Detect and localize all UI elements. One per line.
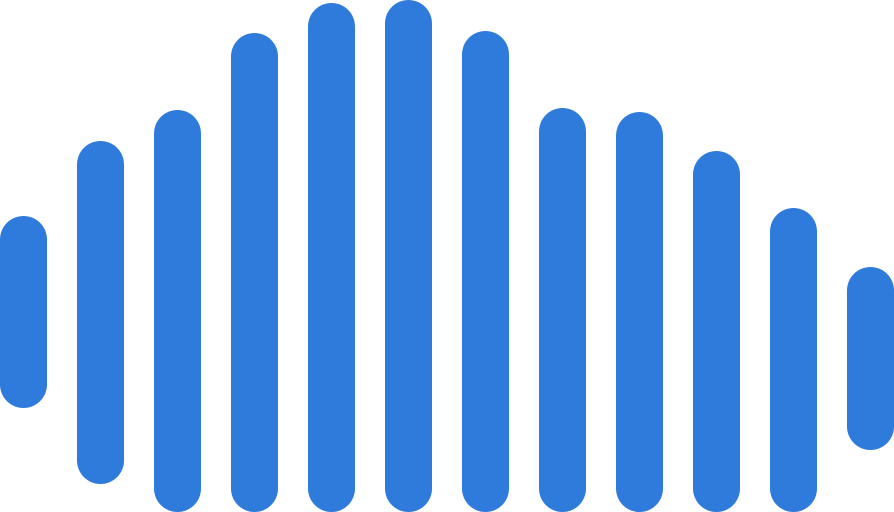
wave-bar xyxy=(308,3,355,512)
wave-bar xyxy=(770,208,817,512)
wave-bar xyxy=(154,110,201,512)
wave-bar xyxy=(0,216,47,408)
wave-bar xyxy=(231,33,278,512)
wave-bar xyxy=(693,151,740,512)
wave-bar xyxy=(847,267,894,450)
wave-bar xyxy=(539,108,586,512)
wave-bar xyxy=(616,112,663,512)
wave-bar xyxy=(77,141,124,484)
wave-bar xyxy=(462,31,509,512)
wave-bar xyxy=(385,0,432,512)
